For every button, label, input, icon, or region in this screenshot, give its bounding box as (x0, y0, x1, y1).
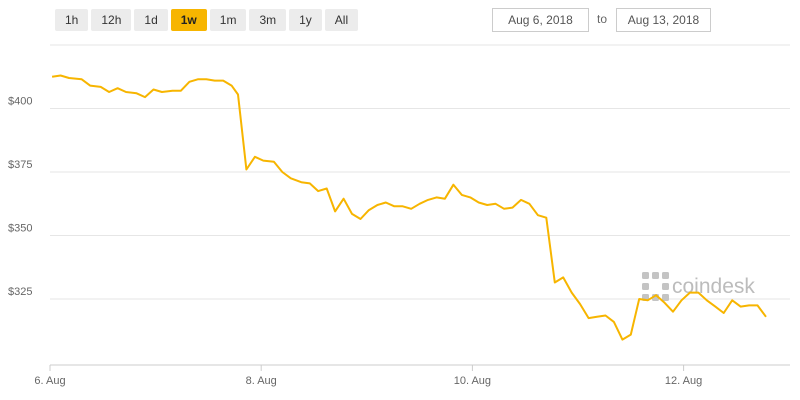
grid-lines (50, 44, 790, 300)
range-button-1d[interactable]: 1d (134, 9, 168, 31)
x-tick-label: 12. Aug (665, 375, 702, 387)
y-tick-label: $400 (8, 96, 32, 108)
x-axis: 6. Aug 8. Aug 10. Aug 12. Aug (34, 364, 790, 387)
series-group (51, 74, 767, 341)
range-button-1m[interactable]: 1m (209, 9, 247, 31)
range-selector: 1h 12h 1d 1w 1m 3m 1y All (55, 9, 359, 31)
range-button-all[interactable]: All (324, 9, 359, 31)
y-axis-ticks: $400 $375 $350 $325 (8, 96, 32, 299)
logo-square (642, 283, 649, 290)
logo-square (642, 272, 649, 279)
logo-square (662, 272, 669, 279)
date-from-input[interactable]: Aug 6, 2018 (492, 8, 589, 32)
logo-square (662, 283, 669, 290)
watermark-text: coindesk (672, 275, 755, 298)
range-button-1h[interactable]: 1h (55, 9, 89, 31)
y-tick-label: $325 (8, 286, 32, 298)
y-tick-label: $350 (8, 223, 32, 235)
x-tick-label: 10. Aug (454, 375, 491, 387)
x-tick-label: 6. Aug (34, 375, 65, 387)
price-line (51, 74, 767, 341)
range-button-1y[interactable]: 1y (289, 9, 322, 31)
date-range-separator: to (597, 12, 608, 26)
date-to-input[interactable]: Aug 13, 2018 (616, 8, 711, 32)
logo-square (652, 272, 659, 279)
range-button-1w[interactable]: 1w (170, 9, 207, 31)
x-tick-label: 8. Aug (246, 375, 277, 387)
logo-square (662, 294, 669, 301)
range-button-12h[interactable]: 12h (91, 9, 132, 31)
range-button-3m[interactable]: 3m (249, 9, 287, 31)
y-tick-label: $375 (8, 159, 32, 171)
